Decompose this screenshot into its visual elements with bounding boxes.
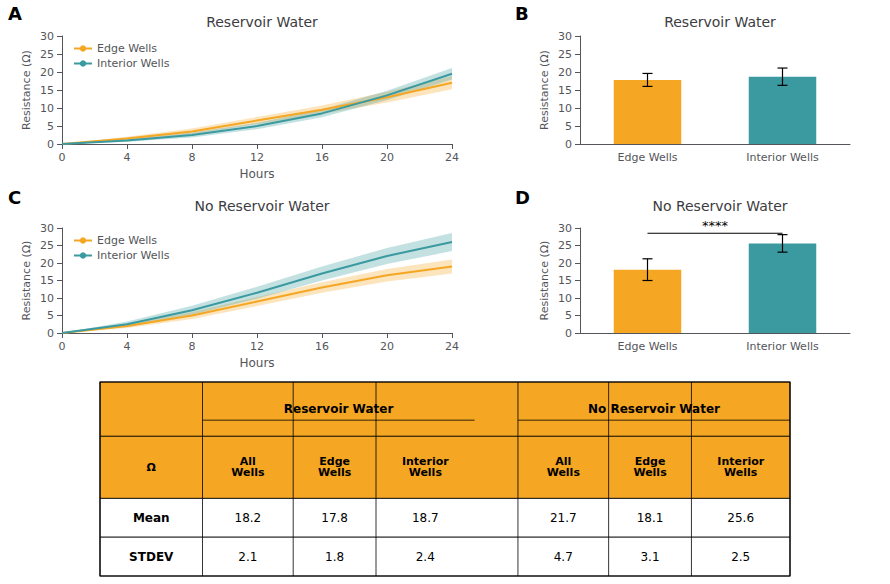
- svg-text:10: 10: [558, 292, 572, 305]
- svg-text:Reservoir Water: Reservoir Water: [284, 402, 394, 416]
- svg-text:Interior Wells: Interior Wells: [97, 249, 170, 262]
- svg-text:0: 0: [59, 151, 66, 164]
- svg-text:Edge: Edge: [634, 455, 666, 469]
- svg-text:12: 12: [250, 151, 264, 164]
- svg-text:2.4: 2.4: [416, 550, 435, 564]
- svg-text:B: B: [515, 3, 529, 24]
- svg-text:All: All: [239, 455, 256, 469]
- svg-text:20: 20: [40, 66, 54, 79]
- svg-text:Resistance (Ω): Resistance (Ω): [538, 50, 551, 130]
- svg-text:Edge Wells: Edge Wells: [97, 234, 157, 247]
- svg-text:All: All: [555, 455, 572, 469]
- svg-text:10: 10: [40, 292, 54, 305]
- svg-text:5: 5: [47, 120, 54, 133]
- svg-text:C: C: [8, 187, 21, 208]
- svg-text:4: 4: [124, 151, 131, 164]
- svg-text:1.8: 1.8: [325, 550, 344, 564]
- svg-text:24: 24: [445, 151, 459, 164]
- svg-text:15: 15: [558, 274, 572, 287]
- svg-text:Hours: Hours: [239, 167, 274, 181]
- svg-text:18.7: 18.7: [412, 511, 439, 525]
- svg-text:STDEV: STDEV: [129, 550, 174, 564]
- svg-text:20: 20: [380, 340, 394, 353]
- svg-text:Wells: Wells: [231, 466, 265, 479]
- svg-text:Wells: Wells: [633, 466, 667, 479]
- svg-text:5: 5: [565, 309, 572, 322]
- svg-text:Interior Wells: Interior Wells: [746, 151, 819, 164]
- svg-text:Reservoir Water: Reservoir Water: [664, 14, 776, 30]
- svg-text:16: 16: [315, 340, 329, 353]
- svg-text:18.2: 18.2: [234, 511, 261, 525]
- svg-text:16: 16: [315, 151, 329, 164]
- svg-text:20: 20: [558, 66, 572, 79]
- svg-text:Edge Wells: Edge Wells: [97, 42, 157, 55]
- svg-text:4.7: 4.7: [554, 550, 573, 564]
- svg-text:0: 0: [565, 138, 572, 151]
- svg-text:25: 25: [40, 48, 54, 61]
- svg-text:20: 20: [40, 257, 54, 270]
- svg-text:Edge Wells: Edge Wells: [617, 340, 677, 353]
- svg-text:2.5: 2.5: [731, 550, 750, 564]
- svg-text:0: 0: [47, 327, 54, 340]
- svg-text:30: 30: [558, 222, 572, 235]
- svg-text:25: 25: [558, 48, 572, 61]
- svg-text:25: 25: [558, 239, 572, 252]
- svg-text:5: 5: [47, 309, 54, 322]
- svg-text:No Reservoir Water: No Reservoir Water: [588, 402, 720, 416]
- svg-text:24: 24: [445, 340, 459, 353]
- svg-text:No Reservoir Water: No Reservoir Water: [194, 198, 329, 214]
- svg-text:Edge: Edge: [319, 455, 350, 469]
- svg-text:30: 30: [558, 30, 572, 43]
- svg-text:12: 12: [250, 340, 264, 353]
- svg-text:3.1: 3.1: [640, 550, 659, 564]
- svg-text:10: 10: [558, 102, 572, 115]
- svg-text:0: 0: [565, 327, 572, 340]
- svg-text:17.8: 17.8: [321, 511, 348, 525]
- svg-text:Wells: Wells: [724, 466, 758, 479]
- svg-text:25.6: 25.6: [727, 511, 754, 525]
- svg-text:2.1: 2.1: [238, 550, 257, 564]
- svg-text:Resistance (Ω): Resistance (Ω): [20, 241, 33, 321]
- svg-text:5: 5: [565, 120, 572, 133]
- svg-text:Edge Wells: Edge Wells: [617, 151, 677, 164]
- svg-text:20: 20: [558, 257, 572, 270]
- svg-text:Ω: Ω: [147, 461, 157, 474]
- svg-text:Wells: Wells: [409, 466, 443, 479]
- svg-text:30: 30: [40, 222, 54, 235]
- svg-text:Mean: Mean: [133, 511, 170, 525]
- svg-text:0: 0: [47, 138, 54, 151]
- svg-text:Interior Wells: Interior Wells: [746, 340, 819, 353]
- svg-text:15: 15: [40, 84, 54, 97]
- svg-text:Interior Wells: Interior Wells: [97, 57, 170, 70]
- svg-text:4: 4: [124, 340, 131, 353]
- svg-text:18.1: 18.1: [637, 511, 664, 525]
- svg-text:30: 30: [40, 30, 54, 43]
- svg-text:Reservoir Water: Reservoir Water: [206, 14, 318, 30]
- svg-text:Hours: Hours: [239, 356, 274, 370]
- svg-text:Resistance (Ω): Resistance (Ω): [20, 50, 33, 130]
- svg-text:No Reservoir Water: No Reservoir Water: [652, 198, 787, 214]
- svg-text:8: 8: [189, 151, 196, 164]
- svg-text:15: 15: [558, 84, 572, 97]
- svg-text:****: ****: [702, 218, 729, 233]
- svg-text:10: 10: [40, 102, 54, 115]
- svg-text:0: 0: [59, 340, 66, 353]
- svg-text:A: A: [8, 3, 22, 24]
- svg-text:15: 15: [40, 274, 54, 287]
- svg-text:D: D: [515, 187, 530, 208]
- svg-text:20: 20: [380, 151, 394, 164]
- svg-text:25: 25: [40, 239, 54, 252]
- svg-text:Wells: Wells: [547, 466, 581, 479]
- svg-text:Interior: Interior: [401, 455, 449, 469]
- svg-text:8: 8: [189, 340, 196, 353]
- svg-text:Interior: Interior: [717, 455, 765, 469]
- svg-text:21.7: 21.7: [550, 511, 577, 525]
- svg-text:Resistance (Ω): Resistance (Ω): [538, 241, 551, 321]
- svg-text:Wells: Wells: [318, 466, 352, 479]
